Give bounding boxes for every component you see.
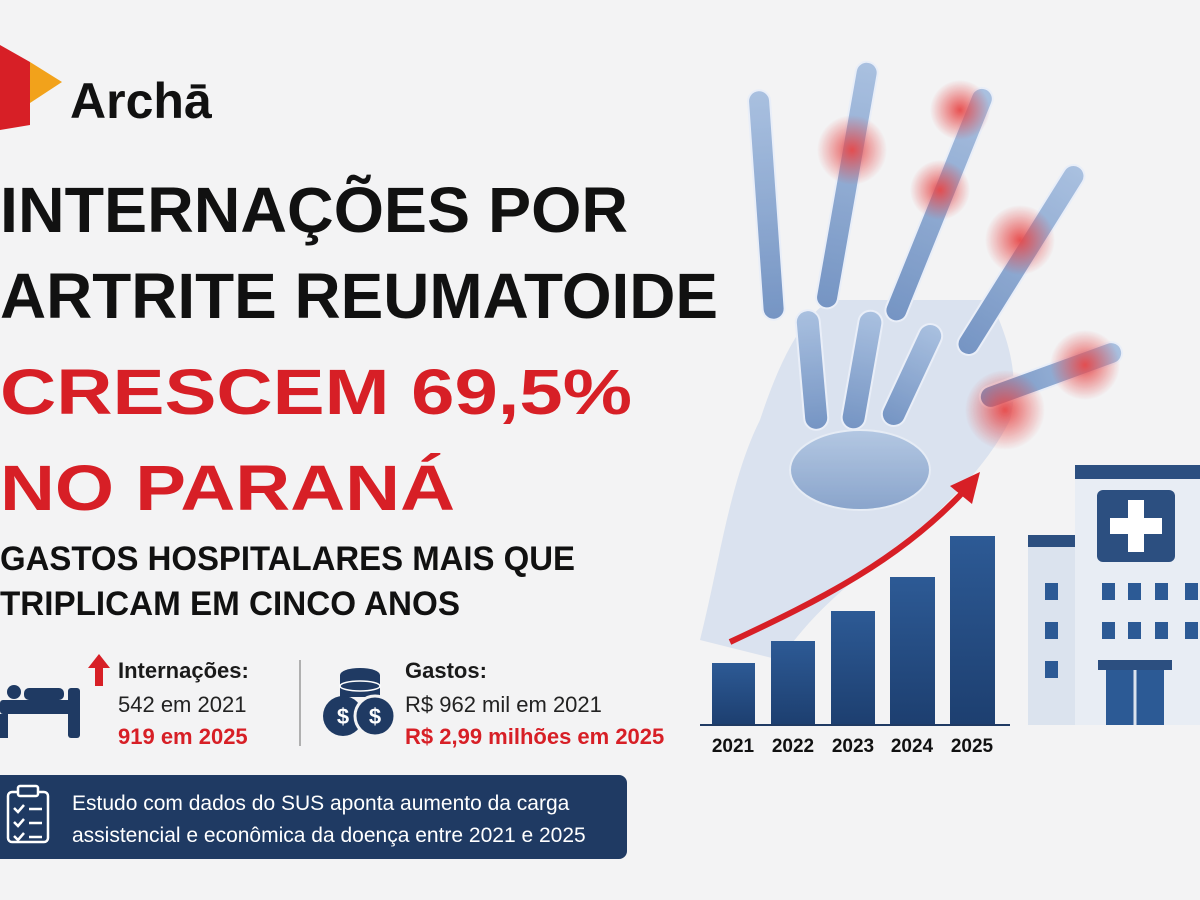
svg-text:$: $	[369, 704, 381, 729]
year-label: 2023	[832, 736, 874, 757]
clipboard-icon	[6, 784, 50, 844]
bar-illustration	[712, 536, 995, 724]
trend-arrow	[728, 472, 980, 645]
hand-illustration	[700, 60, 1124, 660]
stat-to: R$ 2,99 milhões em 2025	[405, 724, 664, 749]
year-label: 2024	[891, 736, 934, 757]
stat-label: Gastos:	[405, 658, 487, 683]
headline-line: INTERNAÇÕES POR	[0, 174, 628, 246]
subtitle-line: TRIPLICAM EM CINCO ANOS	[0, 585, 460, 623]
hospital-illustration	[1028, 465, 1200, 725]
year-label: 2021	[712, 736, 755, 757]
coins-icon: $ $	[323, 668, 397, 738]
up-arrow-icon	[88, 654, 110, 686]
logo-text: Archā	[70, 73, 213, 129]
headline-line: NO PARANÁ	[0, 452, 455, 524]
stat-from: 542 em 2021	[118, 692, 246, 717]
stat-label: Internações:	[118, 658, 249, 683]
footer-box	[0, 775, 627, 859]
year-label: 2025	[951, 736, 994, 757]
footer-line: assistencial e econômica da doença entre…	[72, 824, 586, 847]
subtitle-line: GASTOS HOSPITALARES MAIS QUE	[0, 540, 575, 578]
headline-line: CRESCEM 69,5%	[0, 356, 632, 428]
footer-line: Estudo com dados do SUS aponta aumento d…	[72, 792, 570, 815]
headline-line: ARTRITE REUMATOIDE	[0, 260, 718, 332]
year-label: 2022	[772, 736, 814, 757]
stat-from: R$ 962 mil em 2021	[405, 692, 602, 717]
logo: Archā	[0, 45, 213, 130]
stat-to: 919 em 2025	[118, 724, 248, 749]
bed-icon	[0, 685, 80, 738]
svg-text:$: $	[337, 704, 349, 729]
